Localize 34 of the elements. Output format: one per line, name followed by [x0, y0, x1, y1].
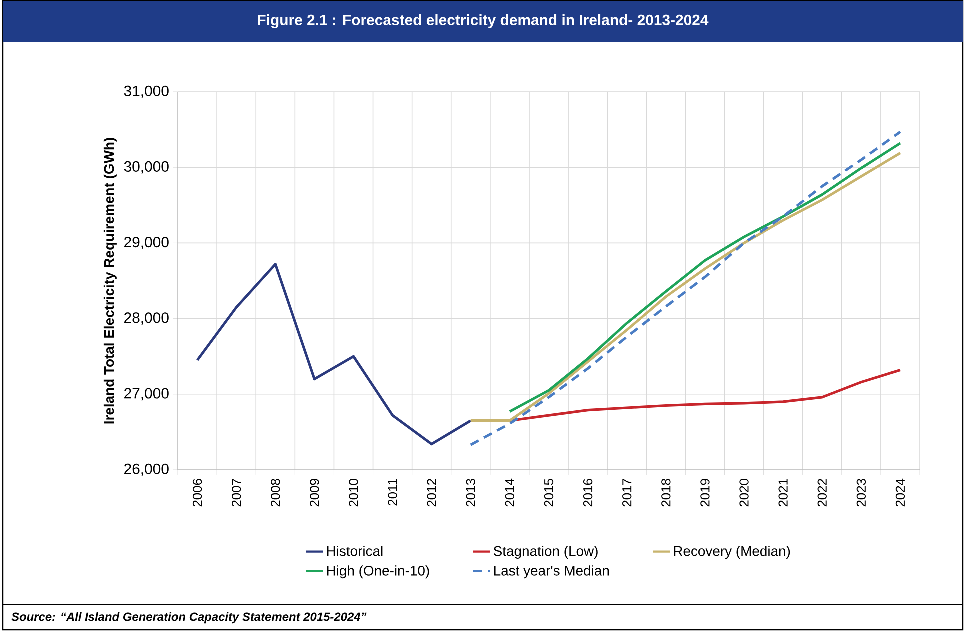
x-tick-label: 2010: [349, 479, 358, 507]
source-note: Source: “All Island Generation Capacity Statement 2015-2024”: [12, 612, 367, 624]
x-tick-label: 2023: [856, 479, 866, 507]
y-tick-label: 29,000: [124, 237, 169, 250]
x-tick-label: 2020: [740, 479, 749, 507]
legend-label: Stagnation (Low): [494, 546, 598, 560]
x-tick-label: 2016: [583, 479, 593, 507]
y-axis-title: Ireland Total Electricity Requirement (GWh): [104, 138, 117, 424]
legend-label: High (One-in-10): [327, 566, 430, 579]
x-tick-label: 2008: [271, 479, 280, 507]
y-tick-label: 27,000: [124, 388, 169, 401]
legend-label: Historical: [327, 546, 383, 556]
x-tick-label: 2024: [896, 478, 906, 507]
x-tick-label: 2007: [232, 479, 242, 507]
chart-title: Figure 2.1 : Forecasted electricity demand in Ireland- 2013-2024: [258, 14, 709, 28]
y-tick-label: 30,000: [124, 161, 169, 174]
x-tick-label: 2015: [544, 479, 554, 507]
x-tick-label: 2019: [700, 479, 710, 507]
x-tick-label: 2014: [505, 478, 515, 507]
x-tick-label: 2012: [427, 479, 436, 507]
y-tick-label: 26,000: [124, 464, 169, 476]
x-tick-label: 2017: [622, 479, 632, 507]
x-tick-label: 2013: [466, 479, 476, 507]
y-tick-label: 28,000: [124, 312, 169, 325]
y-tick-label: 31,000: [124, 86, 169, 98]
legend-label: Recovery (Median): [674, 546, 790, 560]
legend-label: Last year's Median: [494, 566, 610, 579]
x-tick-label: 2009: [310, 479, 320, 507]
x-tick-label: 2022: [818, 479, 827, 507]
line-series: [196, 263, 472, 446]
x-tick-label: 2011: [388, 479, 398, 506]
x-tick-label: 2021: [778, 479, 788, 507]
x-tick-label: 2018: [662, 479, 671, 507]
x-tick-label: 2006: [192, 479, 202, 507]
